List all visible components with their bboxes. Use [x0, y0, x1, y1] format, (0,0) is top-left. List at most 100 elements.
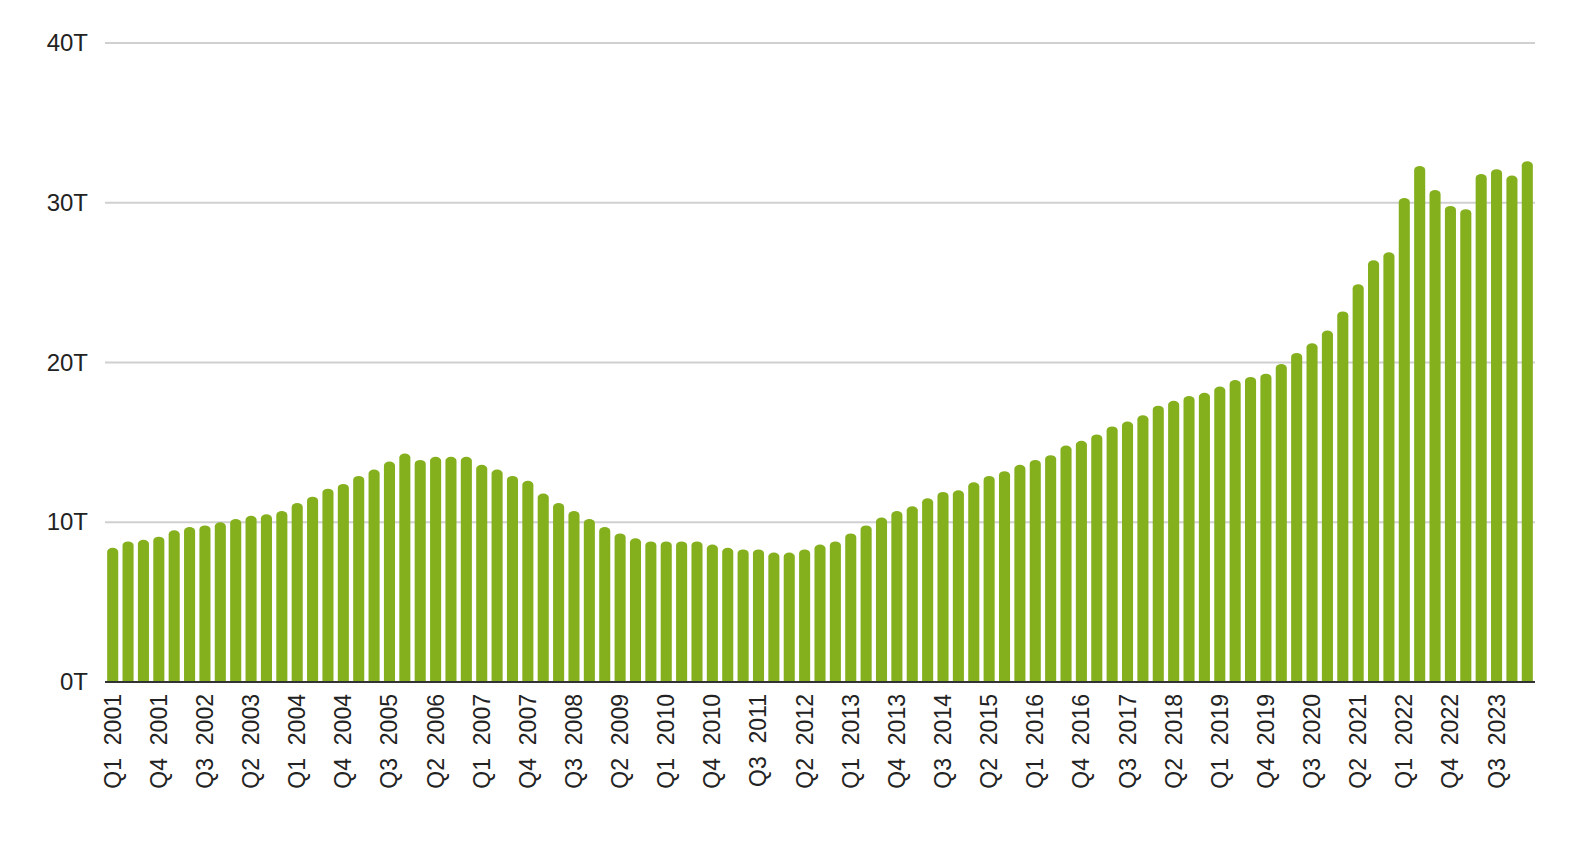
grid-line — [105, 681, 1535, 683]
bar — [430, 457, 441, 682]
bar — [492, 470, 503, 682]
bar — [784, 553, 795, 682]
bar — [1291, 353, 1302, 682]
bar — [1107, 426, 1118, 682]
x-tick-label: Q2 2006 — [423, 694, 449, 789]
x-tick-label: Q4 2013 — [884, 694, 910, 789]
bar — [384, 462, 395, 682]
bar — [568, 511, 579, 682]
y-tick-label: 30T — [47, 189, 89, 216]
x-tick-label: Q4 2019 — [1253, 694, 1279, 789]
bar — [968, 482, 979, 682]
bar — [322, 489, 333, 682]
bar — [338, 484, 349, 682]
bar — [615, 533, 626, 682]
bar — [661, 541, 672, 682]
bar — [1399, 198, 1410, 682]
x-tick-label: Q2 2009 — [607, 694, 633, 789]
bars — [107, 161, 1533, 682]
bar — [538, 493, 549, 682]
x-tick-label: Q2 2021 — [1345, 694, 1371, 789]
bar — [507, 476, 518, 682]
bar — [707, 545, 718, 682]
y-tick-label: 40T — [47, 29, 89, 56]
bar — [891, 511, 902, 682]
bar — [292, 503, 303, 682]
bar — [369, 470, 380, 682]
x-tick-label: Q4 2007 — [515, 694, 541, 789]
bar — [276, 511, 287, 682]
bar — [1014, 465, 1025, 682]
x-tick-label: Q3 2020 — [1299, 694, 1325, 789]
bar — [830, 541, 841, 682]
x-tick-label: Q4 2022 — [1437, 694, 1463, 789]
bar — [691, 541, 702, 682]
bar — [169, 530, 180, 682]
bar — [153, 537, 164, 682]
bar — [722, 548, 733, 682]
x-tick-label: Q2 2018 — [1161, 694, 1187, 789]
bar — [1245, 377, 1256, 682]
grid-line — [105, 202, 1535, 204]
bar — [107, 548, 118, 682]
bar — [184, 527, 195, 682]
bar — [553, 503, 564, 682]
bar — [1137, 415, 1148, 682]
bar — [768, 553, 779, 682]
bar — [1353, 284, 1364, 682]
bar — [1506, 176, 1517, 682]
bar — [476, 465, 487, 682]
x-tick-label: Q3 2011 — [745, 694, 771, 787]
bar — [1199, 393, 1210, 682]
bar — [1368, 260, 1379, 682]
bar — [584, 519, 595, 682]
bar — [814, 545, 825, 682]
bar — [984, 476, 995, 682]
y-tick-label: 20T — [47, 349, 89, 376]
y-tick-label: 0T — [60, 668, 88, 695]
grid-line — [105, 362, 1535, 364]
bar — [845, 533, 856, 682]
x-tick-label: Q1 2022 — [1391, 694, 1417, 789]
x-tick-label: Q3 2023 — [1484, 694, 1510, 789]
grid-line — [105, 521, 1535, 523]
x-tick-label: Q1 2016 — [1022, 694, 1048, 789]
x-tick-label: Q4 2001 — [146, 694, 172, 789]
x-tick-label: Q3 2002 — [192, 694, 218, 789]
bar — [1460, 209, 1471, 682]
x-tick-label: Q2 2012 — [792, 694, 818, 789]
bar — [1276, 364, 1287, 682]
x-tick-label: Q3 2005 — [376, 694, 402, 789]
bar — [1491, 169, 1502, 682]
bar — [676, 541, 687, 682]
x-tick-label: Q3 2008 — [561, 694, 587, 789]
bar — [1183, 396, 1194, 682]
bar — [645, 541, 656, 682]
bar — [999, 471, 1010, 682]
bar — [215, 522, 226, 682]
bar — [1414, 166, 1425, 682]
x-tick-label: Q1 2019 — [1207, 694, 1233, 789]
bar — [1322, 331, 1333, 682]
bar — [738, 549, 749, 682]
bar — [907, 506, 918, 682]
bar — [922, 498, 933, 682]
bar — [1307, 343, 1318, 682]
bar — [599, 527, 610, 682]
x-tick-label: Q4 2010 — [699, 694, 725, 789]
chart: 0T10T20T30T40TQ1 2001Q4 2001Q3 2002Q2 20… — [0, 0, 1576, 860]
bar — [630, 538, 641, 682]
bar — [937, 492, 948, 682]
bar — [799, 549, 810, 682]
bar — [1214, 386, 1225, 682]
x-tick-label: Q3 2017 — [1115, 694, 1141, 789]
bar — [876, 517, 887, 682]
x-tick-label: Q1 2004 — [284, 694, 310, 789]
bar — [1383, 252, 1394, 682]
bar — [1122, 422, 1133, 682]
x-tick-label: Q3 2014 — [930, 694, 956, 789]
bar — [399, 454, 410, 682]
y-tick-label: 10T — [47, 508, 89, 535]
bar — [1522, 161, 1533, 682]
x-tick-label: Q1 2007 — [469, 694, 495, 789]
